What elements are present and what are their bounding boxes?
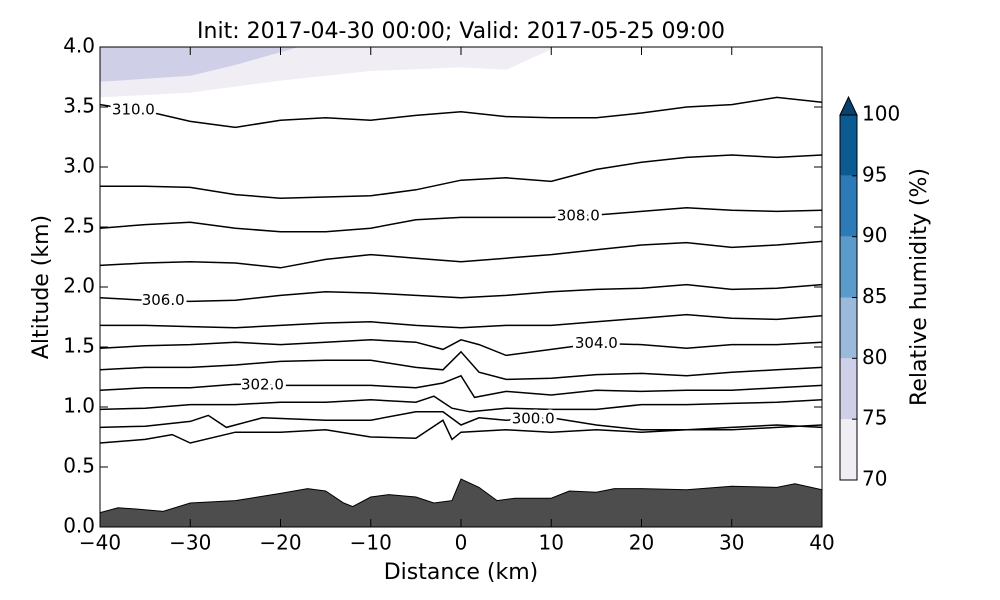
humidity-region <box>100 47 299 82</box>
contour-line <box>100 240 822 269</box>
x-tick-label: 20 <box>629 531 654 555</box>
x-tick-label: −40 <box>79 531 121 555</box>
y-tick-label: 0.5 <box>63 454 95 478</box>
contour-line <box>100 96 822 129</box>
x-axis-label: Distance (km) <box>384 560 539 585</box>
y-tick-label: 2.0 <box>63 274 95 298</box>
colorbar-tick-label: 100 <box>862 102 900 126</box>
colorbar-tick-label: 85 <box>862 284 887 308</box>
y-tick-label: 3.0 <box>63 154 95 178</box>
colorbar-bin <box>840 297 857 359</box>
contour-line <box>100 419 822 444</box>
colorbar-tick-label: 80 <box>862 345 887 369</box>
terrain <box>100 478 822 527</box>
colorbar-tick-label: 90 <box>862 223 887 247</box>
colorbar-bin <box>840 419 857 480</box>
colorbar-extend <box>839 95 858 116</box>
contour-line <box>100 411 822 431</box>
y-tick-label: 0.0 <box>63 514 95 538</box>
colorbar-label: Relative humidity (%) <box>907 168 932 406</box>
x-tick-label: 10 <box>539 531 564 555</box>
contour-label: 306.0 <box>142 291 185 309</box>
chart-title: Init: 2017-04-30 00:00; Valid: 2017-05-2… <box>197 19 725 44</box>
y-tick-label: 4.0 <box>63 34 95 58</box>
plot-area <box>100 47 822 527</box>
x-tick-label: 0 <box>455 531 468 555</box>
colorbar-bin <box>840 358 857 420</box>
x-tick-label: −10 <box>350 531 392 555</box>
y-tick-label: 2.5 <box>63 214 95 238</box>
colorbar-tick-label: 75 <box>862 406 887 430</box>
contour-line <box>100 395 822 413</box>
x-tick-label: −20 <box>259 531 301 555</box>
y-tick-label: 1.0 <box>63 394 95 418</box>
contour-label: 300.0 <box>512 409 555 427</box>
contour-line <box>100 283 822 303</box>
y-axis-label: Altitude (km) <box>29 215 54 359</box>
colorbar-tick-label: 95 <box>862 162 887 186</box>
contour-line <box>100 350 822 381</box>
x-tick-label: 30 <box>719 531 744 555</box>
colorbar-tick-label: 70 <box>862 467 887 491</box>
contour-line <box>100 338 822 357</box>
contour-line <box>100 154 822 199</box>
y-tick-label: 3.5 <box>63 94 95 118</box>
contour-label: 310.0 <box>112 100 155 118</box>
contour-label: 308.0 <box>557 206 600 224</box>
colorbar-bin <box>840 236 857 298</box>
contour-line <box>100 207 822 233</box>
x-tick-label: 40 <box>809 531 834 555</box>
colorbar-bin <box>840 175 857 237</box>
contour-line <box>100 374 822 399</box>
contour-label: 304.0 <box>575 334 618 352</box>
contour-label: 302.0 <box>241 375 284 393</box>
contour-line <box>100 313 822 329</box>
x-tick-label: −30 <box>169 531 211 555</box>
colorbar-bin <box>840 115 857 176</box>
y-tick-label: 1.5 <box>63 334 95 358</box>
